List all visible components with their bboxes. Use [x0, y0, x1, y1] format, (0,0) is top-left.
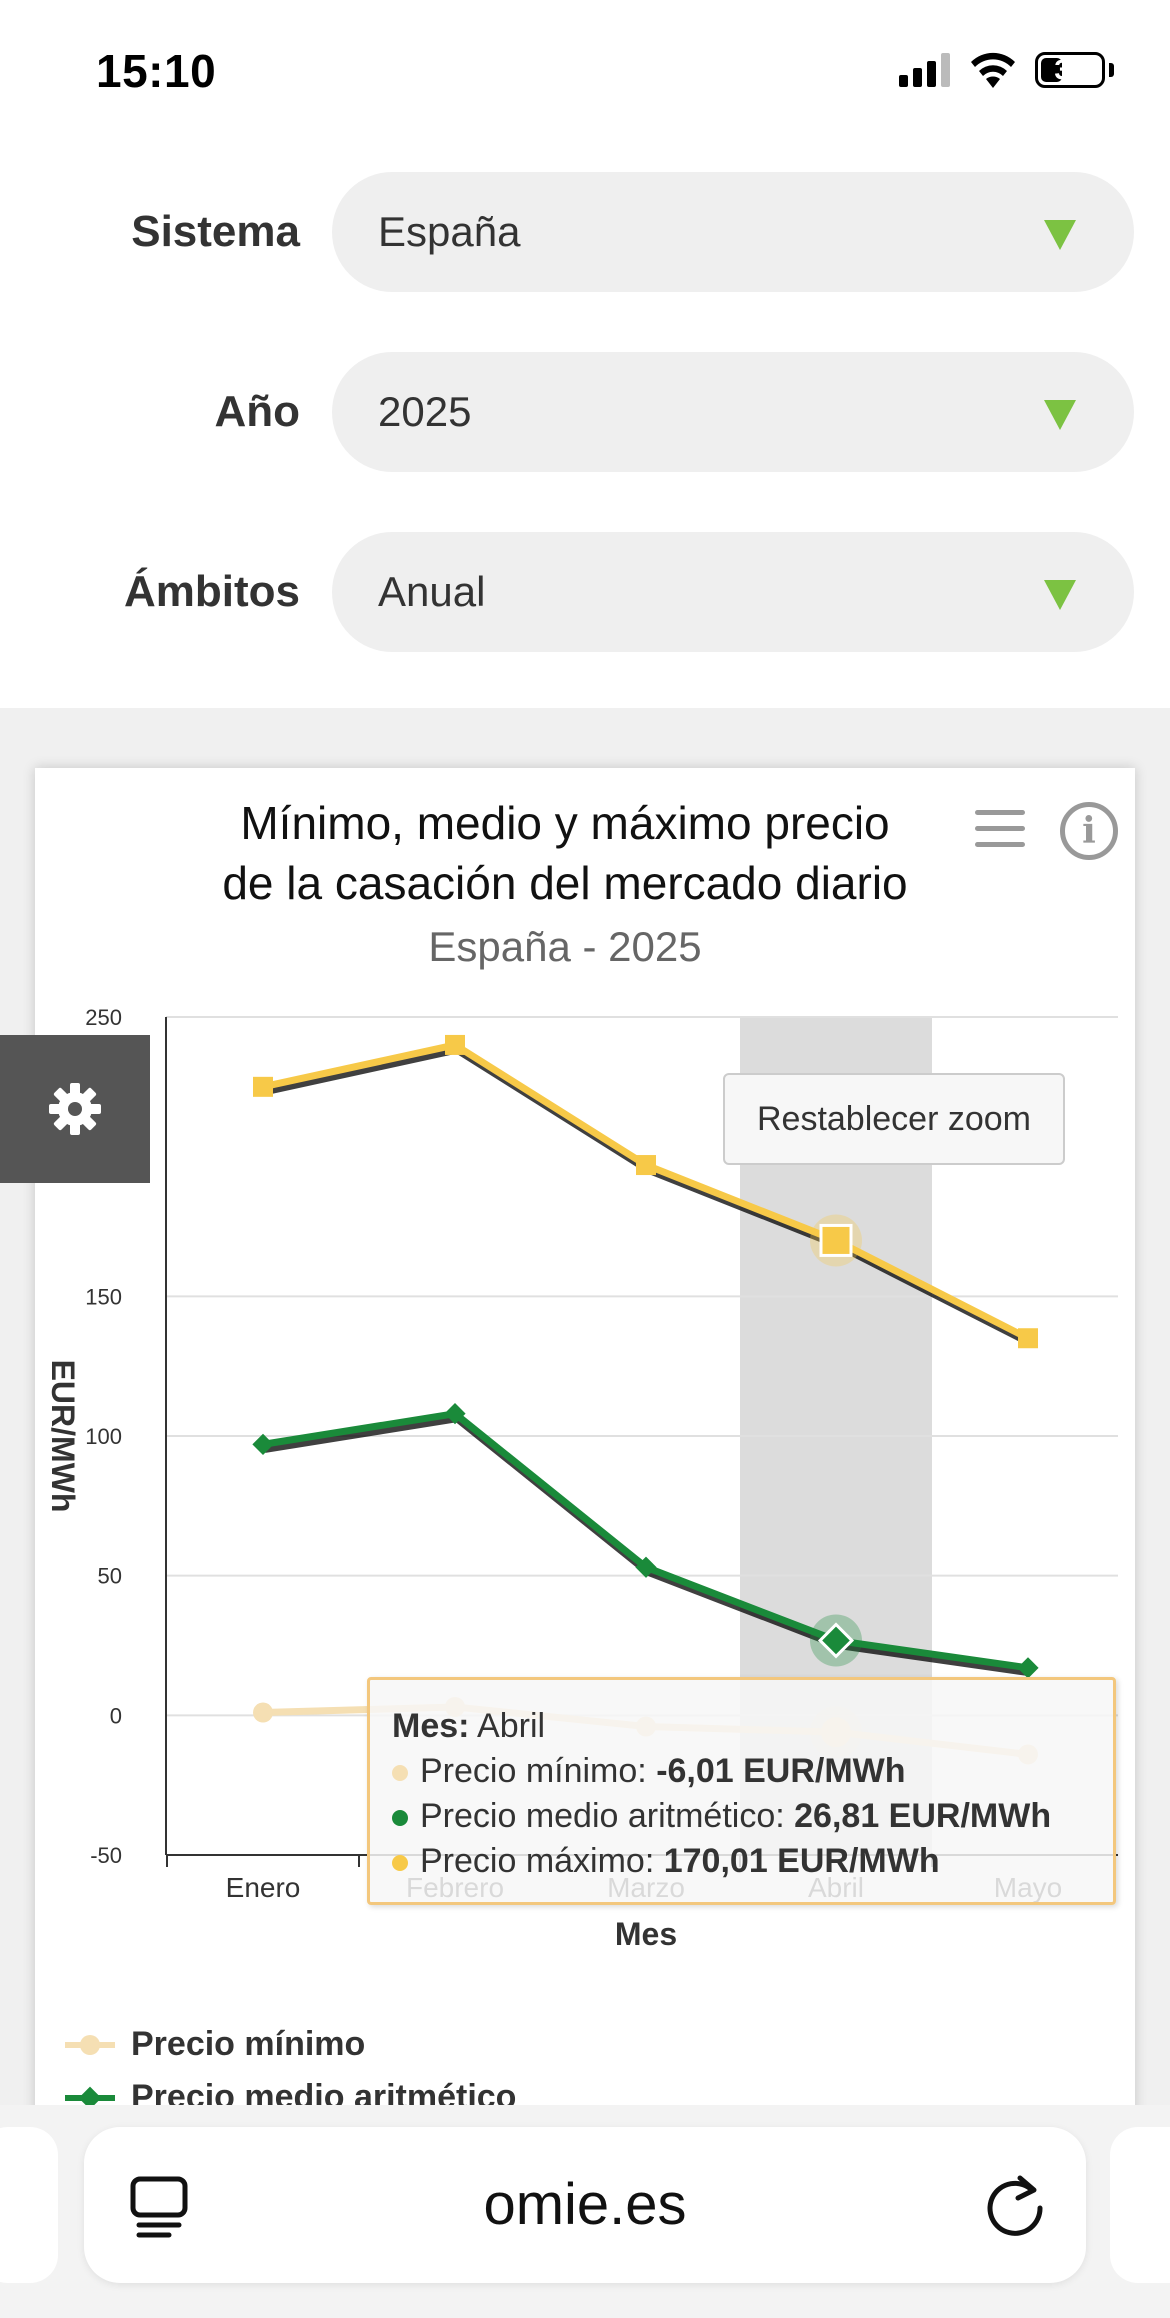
status-icons: 37 — [899, 52, 1114, 88]
mean-series-point — [1017, 1657, 1039, 1679]
legend-min-swatch — [65, 2030, 115, 2060]
battery-tip — [1109, 63, 1114, 77]
tooltip-max-value: 170,01 EUR/MWh — [663, 1842, 940, 1880]
battery-level-text: 37 — [1054, 54, 1086, 85]
max-series-point — [819, 1223, 853, 1257]
x-tick-label: Enero — [226, 1872, 301, 1903]
form-row-anio: Año 2025 — [0, 352, 1170, 472]
sistema-select[interactable]: España — [332, 172, 1134, 292]
dropdown-arrow-icon — [1044, 400, 1076, 430]
legend-mean-swatch — [65, 2083, 115, 2113]
tooltip-min-label: Precio mínimo: — [420, 1752, 647, 1790]
status-time: 15:10 — [96, 45, 217, 97]
battery-icon: 37 — [1035, 52, 1105, 88]
tooltip-month-row: Mes: Abril — [392, 1704, 1091, 1749]
hamburger-menu-icon[interactable] — [975, 810, 1025, 850]
y-tick-label: 150 — [85, 1284, 122, 1309]
chart-title-line2: de la casación del mercado diario — [222, 857, 908, 909]
anio-select[interactable]: 2025 — [332, 352, 1134, 472]
tooltip-month-label: Mes: — [392, 1707, 470, 1745]
min-series-point — [253, 1702, 273, 1723]
signal-icon — [899, 53, 950, 87]
mean-series-point — [817, 1622, 855, 1659]
max-series-dot — [392, 1855, 408, 1872]
form-row-ambitos: Ámbitos Anual — [0, 532, 1170, 652]
battery-fill — [1041, 58, 1063, 82]
anio-select-value: 2025 — [378, 388, 472, 435]
tooltip-mean-row: Precio medio aritmético: 26,81 EUR/MWh — [392, 1794, 1091, 1839]
sistema-select-value: España — [378, 208, 521, 255]
max-series-point — [253, 1076, 273, 1097]
y-tick-label: 250 — [85, 1005, 122, 1030]
legend-min-label: Precio mínimo — [131, 2025, 366, 2063]
tooltip-min-row: Precio mínimo: -6,01 EUR/MWh — [392, 1749, 1091, 1794]
wifi-icon — [971, 52, 1015, 88]
y-tick-label: 50 — [98, 1564, 122, 1589]
tooltip-max-label: Precio máximo: — [420, 1842, 655, 1880]
dropdown-arrow-icon — [1044, 580, 1076, 610]
address-bar[interactable]: omie.es — [84, 2127, 1086, 2283]
reader-mode-icon[interactable] — [129, 2175, 189, 2239]
chart-tooltip: Mes: Abril Precio mínimo: -6,01 EUR/MWh … — [367, 1677, 1116, 1905]
settings-tab[interactable] — [0, 1035, 150, 1183]
reset-zoom-button[interactable]: Restablecer zoom — [723, 1073, 1065, 1165]
mean-series-dot — [392, 1810, 408, 1827]
max-series-point — [445, 1034, 465, 1055]
ambitos-label: Ámbitos — [124, 567, 300, 616]
y-tick-label: 100 — [85, 1424, 122, 1449]
ambitos-select-value: Anual — [378, 568, 486, 615]
y-tick-label: -50 — [90, 1843, 122, 1868]
max-series-point — [1018, 1328, 1038, 1349]
chart-title: Mínimo, medio y máximo precio de la casa… — [35, 793, 1095, 913]
min-series-dot — [392, 1765, 408, 1782]
status-bar: 15:10 37 — [0, 0, 1170, 130]
chart-card: Mínimo, medio y máximo precio de la casa… — [35, 768, 1135, 2168]
y-tick-label: 0 — [110, 1703, 122, 1728]
tooltip-mean-value: 26,81 EUR/MWh — [794, 1797, 1052, 1835]
x-axis-title: Mes — [615, 1916, 677, 1952]
previous-tab-preview[interactable] — [0, 2127, 58, 2283]
ambitos-select[interactable]: Anual — [332, 532, 1134, 652]
anio-label: Año — [214, 387, 300, 436]
chart-subtitle: España - 2025 — [428, 923, 702, 970]
mean-series-point — [635, 1556, 657, 1578]
tooltip-min-value: -6,01 EUR/MWh — [656, 1752, 906, 1790]
tooltip-max-row: Precio máximo: 170,01 EUR/MWh — [392, 1839, 1091, 1884]
gear-icon — [49, 1083, 101, 1135]
reload-icon[interactable] — [982, 2172, 1048, 2238]
form-row-sistema: Sistema España — [0, 172, 1170, 292]
sistema-label: Sistema — [131, 207, 300, 256]
y-axis-title: EUR/MWh — [45, 1360, 81, 1513]
max-series-point — [636, 1155, 656, 1176]
next-tab-preview[interactable] — [1110, 2127, 1170, 2283]
legend-item-min[interactable]: Precio mínimo — [65, 2025, 365, 2064]
url-text: omie.es — [483, 2172, 687, 2237]
dropdown-arrow-icon — [1044, 220, 1076, 250]
browser-bar: omie.es — [0, 2105, 1170, 2318]
info-icon[interactable]: i — [1060, 802, 1118, 860]
chart-title-line1: Mínimo, medio y máximo precio — [240, 797, 890, 849]
tooltip-mean-label: Precio medio aritmético: — [420, 1797, 785, 1835]
tooltip-month-value: Abril — [477, 1707, 546, 1745]
